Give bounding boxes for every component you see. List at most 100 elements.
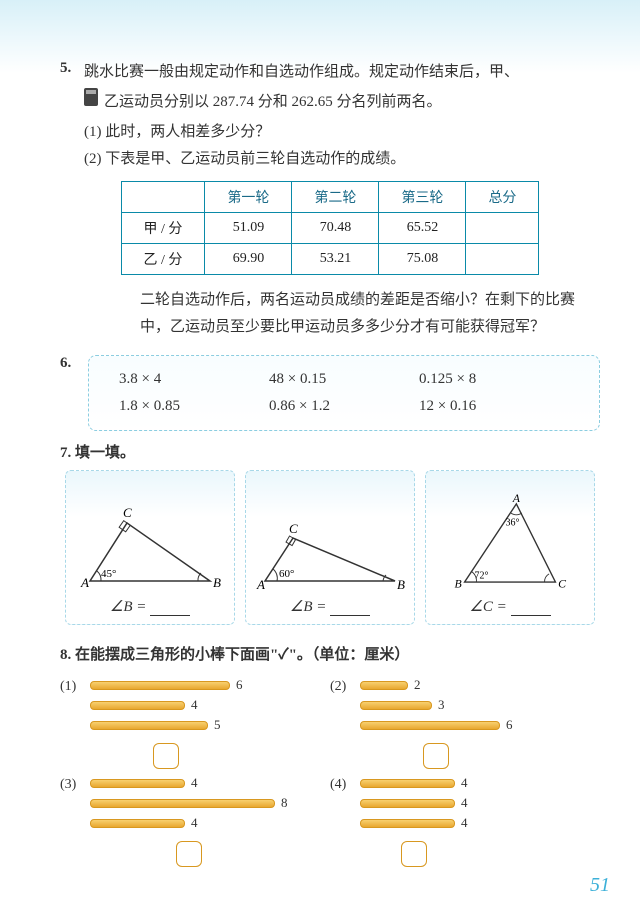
stick-bar	[90, 701, 185, 710]
checkbox[interactable]	[401, 841, 427, 867]
q5-tail: 二轮自选动作后，两名运动员成绩的差距是否缩小？在剩下的比赛中，乙运动员至少要比甲…	[140, 287, 580, 341]
stick-row: 6	[360, 717, 513, 733]
question-7: 7. 填一填。 A B C 45° ∠B = A B C	[60, 441, 600, 625]
stick-row: 2	[360, 677, 421, 693]
stick-length: 8	[281, 795, 288, 811]
stick-length: 3	[438, 697, 445, 713]
stick-length: 4	[191, 815, 198, 831]
svg-text:C: C	[289, 521, 298, 536]
stick-row: 5	[90, 717, 221, 733]
stick-row: 4	[90, 815, 198, 831]
stick-group: (3)484	[60, 775, 330, 867]
stick-row: 6	[90, 677, 243, 693]
q5-line1: 跳水比赛一般由规定动作和自选动作组成。规定动作结束后，甲、	[84, 64, 519, 80]
svg-text:A: A	[256, 577, 265, 592]
triangle-svg: A B C 60°	[255, 493, 405, 593]
blank[interactable]	[330, 615, 370, 616]
svg-text:B: B	[397, 577, 405, 592]
stick-length: 5	[214, 717, 221, 733]
svg-text:B: B	[455, 577, 462, 591]
question-6: 6. 3.8 × 4 48 × 0.15 0.125 × 8 1.8 × 0.8…	[60, 355, 600, 431]
stick-group: (2) 2 3 6	[330, 677, 600, 769]
svg-text:36°: 36°	[505, 518, 519, 529]
calc-cell: 48 × 0.15	[269, 366, 419, 393]
q8-title: 8. 在能摆成三角形的小棒下面画"✓"。（单位：厘米）	[60, 647, 409, 663]
score-table: 第一轮 第二轮 第三轮 总分 甲 / 分 51.09 70.48 65.52 乙…	[121, 181, 540, 275]
blank[interactable]	[150, 615, 190, 616]
td: 70.48	[292, 213, 379, 244]
td	[466, 244, 539, 275]
calc-cell: 3.8 × 4	[119, 366, 269, 393]
stick-length: 4	[461, 775, 468, 791]
stick-bar	[360, 701, 432, 710]
stick-bar	[360, 779, 455, 788]
td: 65.52	[379, 213, 466, 244]
calc-box: 3.8 × 4 48 × 0.15 0.125 × 8 1.8 × 0.85 0…	[88, 355, 600, 431]
answer-line: ∠C =	[469, 597, 550, 616]
checkbox[interactable]	[176, 841, 202, 867]
svg-text:60°: 60°	[279, 568, 294, 580]
stick-row: 4	[90, 697, 198, 713]
table-row: 甲 / 分 51.09 70.48 65.52	[121, 213, 539, 244]
q6-number: 6.	[60, 355, 84, 372]
stick-bar	[90, 799, 275, 808]
stick-bar	[360, 721, 500, 730]
calc-cell: 1.8 × 0.85	[119, 393, 269, 420]
checkbox[interactable]	[153, 743, 179, 769]
td: 51.09	[205, 213, 292, 244]
group-number: (4)	[330, 775, 360, 793]
stick-row: 4	[90, 775, 198, 791]
checkbox[interactable]	[423, 743, 449, 769]
th: 第三轮	[379, 182, 466, 213]
q5-sub1: (1) 此时，两人相差多少分？	[84, 119, 600, 146]
th	[121, 182, 205, 213]
triangle-card: A B C 60° ∠B =	[245, 470, 415, 625]
stick-bar	[90, 681, 230, 690]
group-number: (2)	[330, 677, 360, 695]
svg-text:A: A	[512, 493, 521, 505]
stick-length: 6	[236, 677, 243, 693]
q5-number: 5.	[60, 60, 84, 77]
answer-line: ∠B =	[290, 597, 370, 616]
stick-bar	[360, 819, 455, 828]
th: 第二轮	[292, 182, 379, 213]
question-8: 8. 在能摆成三角形的小棒下面画"✓"。（单位：厘米） (1)645(2)236…	[60, 643, 600, 873]
stick-group: (4)444	[330, 775, 600, 867]
blank[interactable]	[511, 615, 551, 616]
group-number: (3)	[60, 775, 90, 793]
stick-row: 4	[360, 815, 468, 831]
triangle-svg: A B C 36° 72°	[435, 493, 585, 593]
calc-cell: 0.125 × 8	[419, 366, 569, 393]
question-5: 5. 跳水比赛一般由规定动作和自选动作组成。规定动作结束后，甲、 乙运动员分别以…	[60, 60, 600, 341]
triangle-svg: A B C 45°	[75, 493, 225, 593]
table-row: 乙 / 分 69.90 53.21 75.08	[121, 244, 539, 275]
stick-bar	[360, 799, 455, 808]
q5-sub2: (2) 下表是甲、乙运动员前三轮自选动作的成绩。	[84, 146, 600, 173]
q7-title: 7. 填一填。	[60, 445, 135, 461]
th: 第一轮	[205, 182, 292, 213]
td: 乙 / 分	[121, 244, 205, 275]
td: 69.90	[205, 244, 292, 275]
stick-row: 3	[360, 697, 445, 713]
stick-group: (1)645	[60, 677, 330, 769]
stick-length: 4	[191, 697, 198, 713]
td: 甲 / 分	[121, 213, 205, 244]
stick-length: 4	[461, 815, 468, 831]
th: 总分	[466, 182, 539, 213]
calc-cell: 12 × 0.16	[419, 393, 569, 420]
triangle-card: A B C 36° 72° ∠C =	[425, 470, 595, 625]
stick-length: 6	[506, 717, 513, 733]
stick-row: 4	[360, 775, 468, 791]
svg-text:C: C	[123, 505, 132, 520]
td: 75.08	[379, 244, 466, 275]
svg-text:45°: 45°	[101, 568, 116, 580]
stick-length: 2	[414, 677, 421, 693]
stick-bar	[90, 779, 185, 788]
stick-bar	[360, 681, 408, 690]
svg-text:A: A	[80, 575, 89, 590]
svg-text:72°: 72°	[475, 570, 489, 581]
svg-text:C: C	[558, 577, 566, 591]
stick-bar	[90, 819, 185, 828]
td: 53.21	[292, 244, 379, 275]
answer-line: ∠B =	[110, 597, 190, 616]
